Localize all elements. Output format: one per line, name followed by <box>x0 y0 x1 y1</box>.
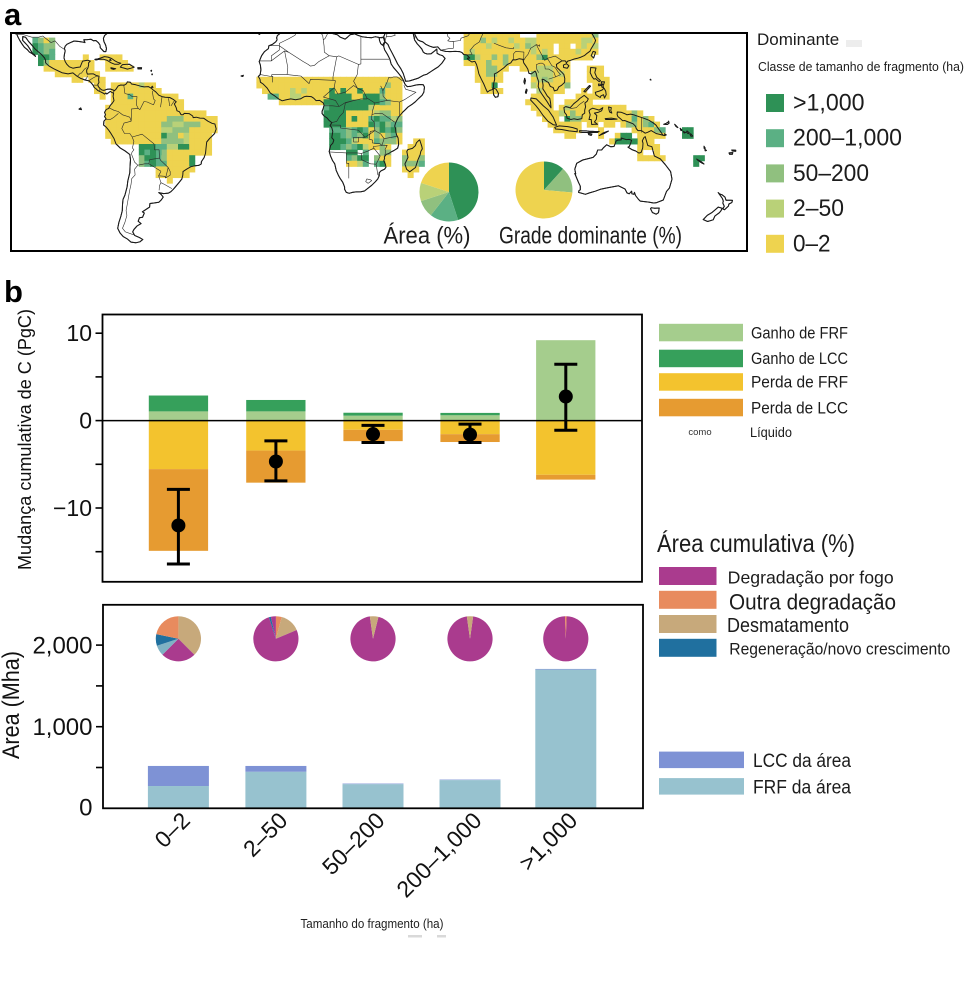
svg-text:Desmatamento: Desmatamento <box>727 614 849 637</box>
svg-text:Outra degradação: Outra degradação <box>729 590 896 615</box>
svg-text:Ganho de FRF: Ganho de FRF <box>751 324 848 342</box>
svg-text:2,000: 2,000 <box>32 633 92 660</box>
svg-text:>1,000: >1,000 <box>793 90 865 117</box>
svg-text:Degradação por fogo: Degradação por fogo <box>728 568 894 588</box>
svg-text:FRF da área: FRF da área <box>753 778 851 799</box>
svg-text:Ganho de LCC: Ganho de LCC <box>751 350 848 368</box>
svg-text:Perda de LCC: Perda de LCC <box>751 399 848 417</box>
svg-text:0: 0 <box>79 794 92 821</box>
svg-text:Área (%): Área (%) <box>384 223 471 250</box>
svg-text:Regeneração/novo crescimento: Regeneração/novo crescimento <box>729 641 950 659</box>
svg-text:0–2: 0–2 <box>793 230 831 257</box>
svg-text:Área cumulativa (%): Área cumulativa (%) <box>657 529 855 558</box>
svg-text:−10: −10 <box>53 495 92 521</box>
svg-text:0: 0 <box>79 408 92 434</box>
svg-text:Mudança cumulativa de C (PgC): Mudança cumulativa de C (PgC) <box>14 309 35 570</box>
svg-text:Tamanho do fragmento (ha): Tamanho do fragmento (ha) <box>301 917 444 931</box>
svg-text:Líquido: Líquido <box>750 424 792 440</box>
svg-text:a: a <box>4 0 22 32</box>
svg-text:2–50: 2–50 <box>793 195 844 222</box>
svg-text:Area (Mha): Area (Mha) <box>0 651 25 759</box>
svg-text:Perda de FRF: Perda de FRF <box>751 374 848 392</box>
svg-text:200–1,000: 200–1,000 <box>793 125 902 152</box>
svg-text:Dominante: Dominante <box>757 30 839 49</box>
svg-text:50–200: 50–200 <box>793 160 869 187</box>
svg-text:LCC da área: LCC da área <box>753 751 851 772</box>
svg-text:1,000: 1,000 <box>32 714 92 741</box>
svg-text:Classe de tamanho de fragmento: Classe de tamanho de fragmento (ha) <box>758 60 964 74</box>
svg-text:b: b <box>4 274 23 309</box>
svg-text:Grade dominante (%): Grade dominante (%) <box>499 223 682 250</box>
svg-text:como: como <box>688 427 711 438</box>
svg-text:10: 10 <box>66 320 92 346</box>
